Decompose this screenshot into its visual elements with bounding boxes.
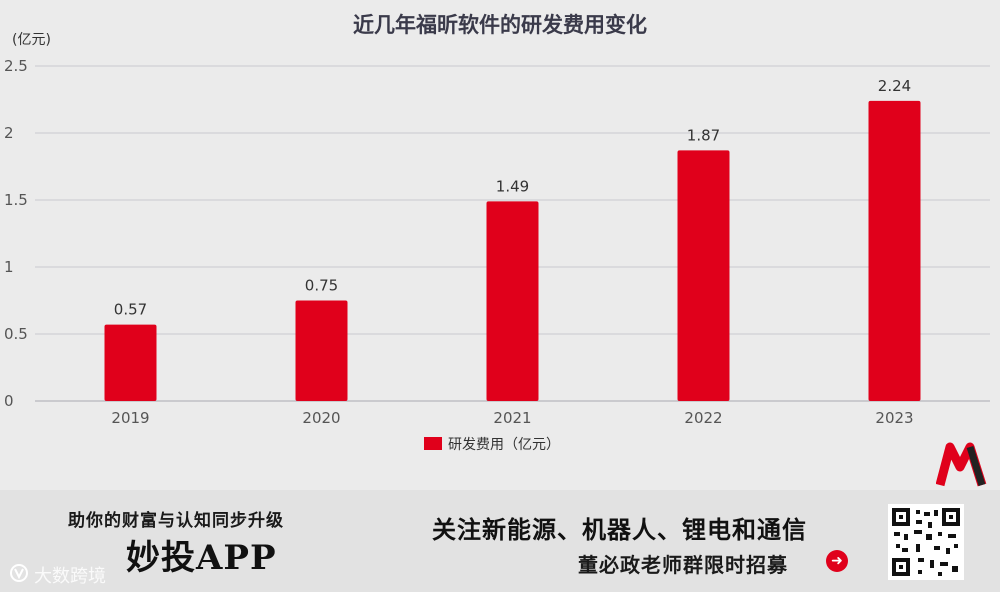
legend-swatch (424, 437, 442, 450)
promo-banner[interactable] (0, 490, 1000, 592)
y-tick-label: 0 (4, 392, 14, 410)
data-label: 2.24 (878, 77, 911, 95)
data-label: 0.57 (114, 301, 147, 319)
banner-app-name[interactable]: 妙投APP (126, 538, 277, 578)
data-label: 0.75 (305, 277, 338, 295)
bar (677, 150, 730, 401)
banner-follow-text: 关注新能源、机器人、锂电和通信 (432, 516, 807, 544)
y-tick-label: 2.5 (4, 57, 28, 75)
bar (295, 300, 348, 401)
arrow-right-icon[interactable]: ➜ (826, 550, 848, 572)
bar-chart: 近几年福昕软件的研发费用变化 (亿元) 0 0.5 1 1.5 2 2.5 0.57 2019 0.… (4, 13, 990, 453)
x-tick-label: 2022 (684, 409, 722, 427)
legend-label: 研发费用（亿元） (448, 437, 560, 453)
x-tick-label: 2021 (493, 409, 531, 427)
bar (104, 324, 157, 401)
banner-tagline: 助你的财富与认知同步升级 (68, 511, 284, 531)
watermark-icon (10, 564, 28, 582)
qr-code-icon[interactable] (888, 504, 964, 580)
y-tick-label: 0.5 (4, 325, 28, 343)
data-label: 1.87 (687, 126, 720, 144)
y-axis-unit-label: (亿元) (12, 32, 51, 48)
chart-title: 近几年福昕软件的研发费用变化 (353, 13, 647, 37)
x-tick-label: 2019 (111, 409, 149, 427)
chart-area: 近几年福昕软件的研发费用变化 (亿元) 0 0.5 1 1.5 2 2.5 0.57 2019 0.… (4, 13, 990, 487)
bar (868, 100, 921, 401)
brand-logo (936, 442, 987, 487)
y-tick-label: 1.5 (4, 191, 28, 209)
watermark-text: 大数跨境 (34, 566, 106, 587)
data-label: 1.49 (496, 177, 529, 195)
y-tick-label: 1 (4, 258, 14, 276)
y-tick-label: 2 (4, 124, 14, 142)
x-tick-label: 2020 (302, 409, 340, 427)
banner-recruit-text[interactable]: 董必政老师群限时招募 (578, 553, 788, 577)
bar (486, 201, 539, 401)
x-tick-label: 2023 (875, 409, 913, 427)
